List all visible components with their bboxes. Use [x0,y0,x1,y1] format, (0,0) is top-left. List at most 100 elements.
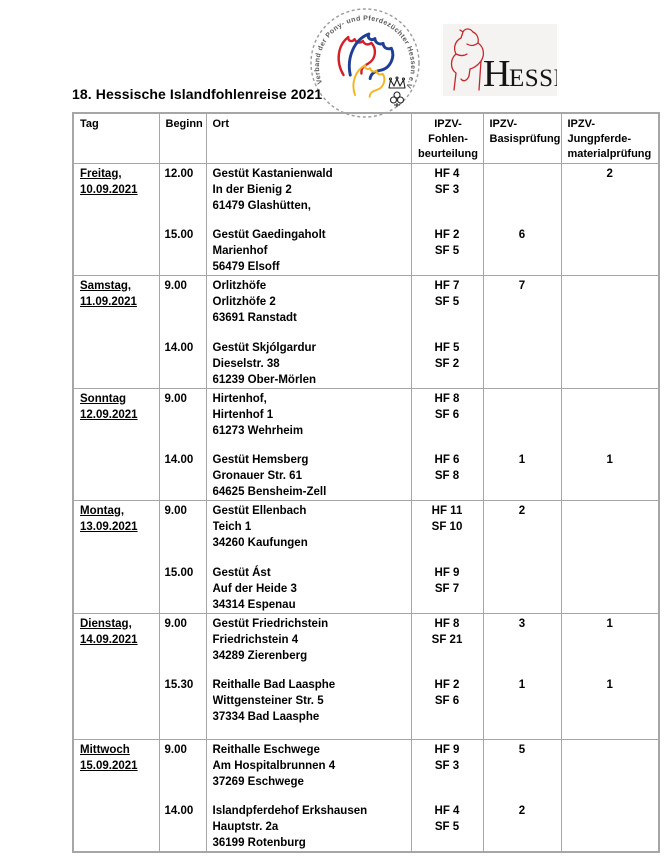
location-name: Reithalle Bad Laasphe [212,679,336,691]
time-cell: 9.00 [158,387,207,450]
fohlenbeurteilung-cell: HF 11 SF 10 [410,500,484,563]
col-header-basispruefung: IPZV- Basisprüfung [482,113,562,164]
jungpferdematerialpruefung-cell [560,337,660,388]
location-street: Teich 1 [212,521,252,533]
verband-logo: Verband der Pony- und Pferdezüchter Hess… [308,6,420,118]
day-date: 11.09.2021 [80,296,137,308]
fohlenbeurteilung-cell: HF 4 SF 5 [410,801,484,852]
basispruefung-cell: 5 [482,738,562,801]
location-city: 37334 Bad Laasphe [212,711,320,723]
time-cell: 12.00 [158,162,207,225]
table-row: Mittwoch 15.09.2021 9.00 Reithalle Eschw… [72,738,660,852]
location-cell: Reithalle Bad Laasphe Wittgensteiner Str… [205,675,412,739]
fohlenbeurteilung-cell: HF 6 SF 8 [410,450,484,501]
location-city: 63691 Ranstadt [212,312,297,324]
day-cell: Montag, 13.09.2021 [72,500,160,613]
time-cell: 9.00 [158,738,207,801]
location-city: 56479 Elsoff [212,261,280,273]
time-cell: 15.30 [158,675,207,739]
day-date: 14.09.2021 [80,633,138,646]
horse-head-blue-icon [347,32,395,81]
location-street: Orlitzhöfe 2 [212,296,276,308]
location-street: Friedrichstein 4 [212,633,299,646]
schedule-table: Tag Beginn Ort IPZV- Fohlen- beurteilung… [72,112,660,853]
location-cell: Gestüt Ást Auf der Heide 3 34314 Espenau [205,562,412,613]
table-row: Dienstag, 14.09.2021 9.00 Gestüt Friedri… [72,612,660,739]
table-row: Freitag, 10.09.2021 12.00 Gestüt Kastani… [72,162,660,276]
basispruefung-cell [482,162,562,225]
hessen-horse-icon [450,28,485,91]
table-row: Samstag, 11.09.2021 9.00 Orlitzhöfe Orli… [72,275,660,388]
table-row: 15.30 Reithalle Bad Laasphe Wittgenstein… [73,675,660,739]
location-name: Islandpferdehof Erkshausen [212,805,368,817]
location-city: 34314 Espenau [212,598,296,611]
basispruefung-cell: 1 [482,675,562,739]
col-header-tag: Tag [72,113,160,164]
horse-head-red-icon [337,35,377,77]
location-cell: Gestüt Ellenbach Teich 1 34260 Kaufungen [205,500,412,563]
basispruefung-cell [482,562,562,613]
location-city: 64625 Bensheim-Zell [212,486,327,498]
day-name: Mittwoch [80,743,130,756]
fohlenbeurteilung-cell: HF 8 SF 6 [410,387,484,450]
time-cell: 14.00 [158,337,207,388]
location-street: Hirtenhof 1 [212,408,274,421]
location-street: Gronauer Str. 61 [212,470,302,482]
fohlenbeurteilung-cell: HF 5 SF 2 [410,337,484,388]
location-street: Auf der Heide 3 [212,582,297,595]
jungpferdematerialpruefung-cell [560,500,660,563]
location-cell: Gestüt Friedrichstein Friedrichstein 4 3… [205,612,412,675]
location-name: Gestüt Ellenbach [212,505,307,517]
basispruefung-cell: 7 [482,275,562,338]
day-cell: Sonntag 12.09.2021 [72,387,160,501]
col-header-ort: Ort [205,113,412,164]
location-name: Gestüt Ást [212,566,271,579]
jungpferdematerialpruefung-cell: 1 [560,675,660,739]
location-name: Gestüt Gaedingaholt [212,229,326,241]
table-row: 15.00 Gestüt Gaedingaholt Marienhof 5647… [73,225,660,276]
logo-dashed-circle [310,8,420,118]
location-cell: Gestüt Skjólgardur Dieselstr. 38 61239 O… [205,337,412,388]
jungpferdematerialpruefung-cell [560,801,660,852]
location-cell: Islandpferdehof Erkshausen Hauptstr. 2a … [205,801,412,852]
location-name: Reithalle Eschwege [212,743,320,756]
jungpferdematerialpruefung-cell: 2 [560,162,660,225]
day-cell: Freitag, 10.09.2021 [72,162,160,276]
time-cell: 14.00 [158,801,207,852]
location-name: Gestüt Kastanienwald [212,167,333,180]
time-cell: 14.00 [158,450,207,501]
col-header-beginn: Beginn [158,113,207,164]
location-city: 37269 Eschwege [212,775,304,788]
basispruefung-cell: 2 [482,500,562,563]
location-street: In der Bienig 2 [212,183,292,196]
location-name: Gestüt Skjólgardur [212,341,317,354]
day-cell: Dienstag, 14.09.2021 [72,612,160,739]
col-header-jungpferdematerialpruefung: IPZV- Jungpferde- materialprüfung [560,113,660,164]
location-city: 34289 Zierenberg [212,649,308,662]
basispruefung-cell: 3 [482,612,562,675]
hessen-wordmark-initial: H [483,53,510,95]
location-city: 61239 Ober-Mörlen [212,373,317,386]
basispruefung-cell [482,387,562,450]
day-date: 10.09.2021 [80,183,138,196]
jungpferdematerialpruefung-cell [560,225,660,276]
basispruefung-cell [482,337,562,388]
fohlenbeurteilung-cell: HF 9 SF 3 [410,738,484,801]
location-cell: Orlitzhöfe Orlitzhöfe 2 63691 Ranstadt [205,275,412,338]
location-name: Gestüt Hemsberg [212,454,309,466]
location-cell: Gestüt Kastanienwald In der Bienig 2 614… [205,162,412,225]
location-city: 34260 Kaufungen [212,537,308,549]
day-name: Sonntag [80,392,126,405]
table-row: Sonntag 12.09.2021 9.00 Hirtenhof, Hirte… [72,387,660,501]
header-row: Tag Beginn Ort IPZV- Fohlen- beurteilung… [72,113,660,164]
location-city: 61479 Glashütten, [212,199,311,212]
location-name: Orlitzhöfe [212,280,267,292]
table-row: Montag, 13.09.2021 9.00 Gestüt Ellenbach… [72,500,660,613]
crown-icon [388,76,406,107]
hessen-wordmark-rest: ESSEN [509,65,557,92]
location-cell: Gestüt Hemsberg Gronauer Str. 61 64625 B… [205,450,412,501]
col-header-fohlenbeurteilung: IPZV- Fohlen- beurteilung [410,113,484,164]
day-cell: Mittwoch 15.09.2021 [72,738,160,852]
fohlenbeurteilung-cell: HF 2 SF 6 [410,675,484,739]
time-cell: 15.00 [158,562,207,613]
